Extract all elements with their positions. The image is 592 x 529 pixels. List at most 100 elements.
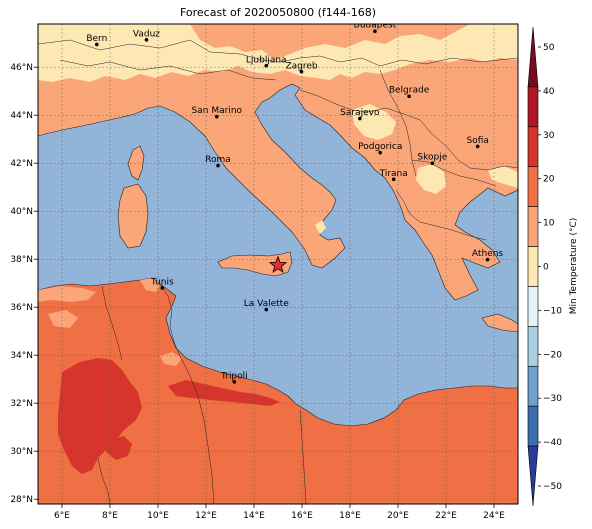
colorbar-tick-label: −50 <box>543 482 562 492</box>
colorbar: 50 40 30 20 10 0 −10 −20 −30 −40 −50 <box>527 26 562 507</box>
city-dot <box>232 380 237 384</box>
colorbar-segment <box>527 86 539 128</box>
city-dot <box>378 150 383 155</box>
map-title: Forecast of 2020050800 (f144-168) <box>179 6 377 19</box>
cool-zone-balkan-1 <box>352 104 396 140</box>
lat-tick-label: 34°N <box>10 351 33 361</box>
lat-tick-label: 36°N <box>10 303 33 313</box>
city-dot <box>430 161 435 165</box>
colorbar-segment <box>527 405 539 447</box>
lon-tick-label: 10°E <box>147 511 169 521</box>
lon-tick-label: 12°E <box>195 511 217 521</box>
star-icon <box>268 255 288 274</box>
colorbar-segment <box>527 166 539 207</box>
colorbar-segment <box>527 126 539 168</box>
lon-tick-label: 14°E <box>243 511 265 521</box>
lat-tick-label: 46°N <box>10 63 33 73</box>
city-dot <box>264 307 269 312</box>
warm-patch-tunisia <box>38 286 96 302</box>
sea-patch-west <box>48 310 78 328</box>
city-dot <box>215 114 219 119</box>
lat-tick-label: 44°N <box>10 111 33 121</box>
city-label: San Marino <box>192 106 243 116</box>
cool-zone-balkan-3 <box>488 166 518 188</box>
city-label: La Valette <box>244 299 289 309</box>
city-label: Roma <box>205 155 231 165</box>
sardinia-island <box>117 183 149 249</box>
colorbar-tick-label: 30 <box>543 131 555 141</box>
city-label: Tripoli <box>220 371 248 381</box>
city-dot <box>299 69 304 74</box>
colorbar-tick-label: −40 <box>543 438 562 448</box>
colorbar-tick-label: −20 <box>543 350 562 360</box>
corsica-island <box>127 145 145 181</box>
colorbar-tick-label: 50 <box>543 43 555 53</box>
hot-zone-spot <box>106 436 132 460</box>
lat-tick-label: 38°N <box>10 255 33 265</box>
cool-zone-balkan-2 <box>416 164 446 194</box>
colorbar-segment <box>527 246 539 287</box>
colorbar-segment <box>527 365 539 407</box>
city-dot <box>485 257 490 262</box>
lon-tick-label: 22°E <box>435 511 457 521</box>
city-dot <box>95 42 99 47</box>
longitude-ticks: 6°E 8°E 10°E 12°E 14°E 16°E 18°E 20°E 22°E 24°E <box>54 504 505 521</box>
warm-patch-tunis <box>140 278 160 292</box>
lon-tick-label: 6°E <box>54 511 70 521</box>
colorbar-segment <box>527 206 539 247</box>
map-grid <box>38 24 518 504</box>
map-frame <box>37 23 519 505</box>
lat-tick-label: 42°N <box>10 159 33 169</box>
colorbar-label: Min Temperature (°C) <box>569 218 579 315</box>
city-dot <box>475 144 480 149</box>
hot-zone-libya <box>168 380 280 406</box>
colorbar-tick-label: 10 <box>543 219 555 229</box>
lon-tick-label: 24°E <box>483 511 505 521</box>
lon-tick-label: 18°E <box>339 511 361 521</box>
cool-zone-calabria <box>315 220 326 234</box>
city-label: Podgorica <box>358 142 402 152</box>
sea-patch-gulf <box>160 352 182 366</box>
lat-tick-label: 40°N <box>10 207 33 217</box>
city-dot <box>264 63 269 68</box>
city-label: Skopje <box>417 153 447 163</box>
colorbar-tick-label: −30 <box>543 394 562 404</box>
lon-tick-label: 20°E <box>387 511 409 521</box>
city-label: Bern <box>86 34 107 44</box>
lon-tick-label: 8°E <box>102 511 118 521</box>
city-dot <box>407 94 411 99</box>
city-dot <box>216 163 220 168</box>
lat-tick-label: 32°N <box>10 399 33 409</box>
city-label: Athens <box>472 249 503 259</box>
city-dot <box>391 177 396 182</box>
star-marker <box>268 255 288 274</box>
city-dot <box>160 286 165 290</box>
colorbar-tick-label: −10 <box>543 306 562 316</box>
crete-island <box>481 313 518 333</box>
city-dot <box>373 29 377 33</box>
colorbar-tick-label: 0 <box>543 263 549 273</box>
city-dot <box>144 38 149 42</box>
latitude-ticks: 28°N 30°N 32°N 34°N 36°N 38°N 40°N 42°N 44°N 46°N <box>10 63 38 505</box>
city-label: Budapest <box>354 21 397 31</box>
colorbar-extend-top <box>527 26 539 88</box>
city-label: Sofia <box>466 136 488 146</box>
city-label: Ljubljana <box>246 55 287 65</box>
hot-zone-sahara <box>58 358 142 474</box>
lat-tick-label: 28°N <box>10 495 33 505</box>
lon-tick-label: 16°E <box>291 511 313 521</box>
city-label: Sarajevo <box>340 108 380 118</box>
city-dot <box>358 116 362 121</box>
city-label: Tunis <box>150 278 174 288</box>
country-borders <box>38 39 518 504</box>
city-label: Belgrade <box>389 86 430 96</box>
city-label: Zagreb <box>285 61 317 71</box>
lat-tick-label: 30°N <box>10 447 33 457</box>
colorbar-extend-bottom <box>527 445 539 507</box>
city-label: Vaduz <box>133 29 160 39</box>
colorbar-tick-label: 40 <box>543 87 555 97</box>
colorbar-segment <box>527 326 539 367</box>
